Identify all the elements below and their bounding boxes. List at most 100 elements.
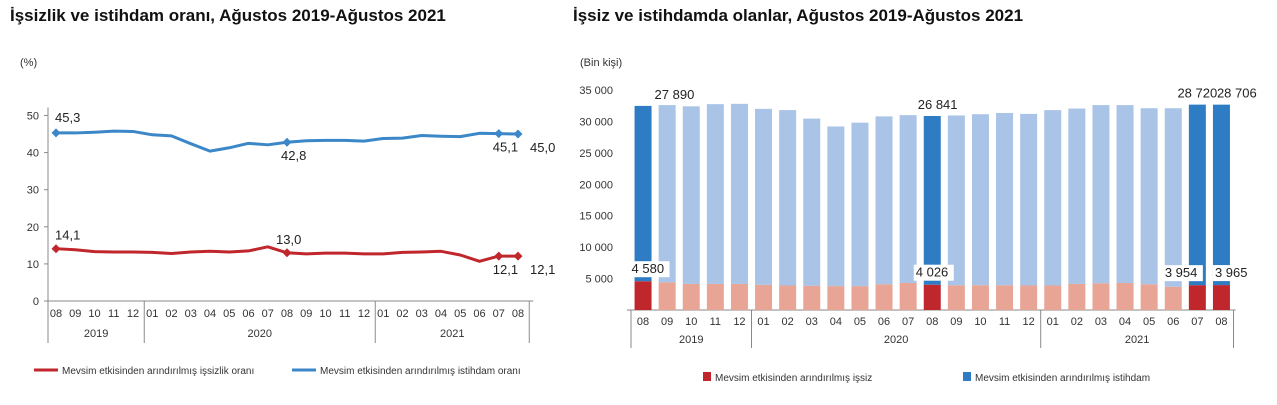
bar-unemployed bbox=[1140, 284, 1158, 310]
x-tick-label: 05 bbox=[454, 308, 466, 320]
bar-employed bbox=[1092, 105, 1110, 284]
data-label-unemployed: 4 026 bbox=[916, 265, 949, 280]
legend-label-employment: Mevsim etkisinden arındırılmış istihdam … bbox=[320, 366, 521, 377]
y-tick-label: 50 bbox=[27, 111, 39, 123]
bar-unemployed bbox=[851, 286, 869, 310]
x-tick-label: 08 bbox=[637, 316, 649, 328]
y-tick-label: 0 bbox=[33, 296, 39, 308]
bar-unemployed bbox=[658, 282, 676, 310]
x-tick-label: 03 bbox=[1095, 316, 1107, 328]
point-marker bbox=[282, 137, 292, 147]
data-label: 13,0 bbox=[276, 232, 301, 247]
bar-unemployed bbox=[803, 285, 821, 310]
bar-employed bbox=[1188, 104, 1206, 286]
y-tick-label: 30 bbox=[27, 185, 39, 197]
x-tick-label: 11 bbox=[339, 308, 350, 320]
bar-unemployed bbox=[971, 285, 989, 310]
x-tick-label: 05 bbox=[223, 308, 235, 320]
data-label-employed: 28 706 bbox=[1217, 86, 1257, 101]
point-marker bbox=[513, 129, 523, 139]
data-label-bg bbox=[629, 261, 670, 278]
bar-unemployed bbox=[1212, 285, 1230, 310]
x-tick-label: 09 bbox=[69, 308, 81, 320]
x-tick-label: 07 bbox=[1191, 316, 1203, 328]
data-label-bg bbox=[1162, 265, 1203, 282]
y-tick-label: 10 000 bbox=[579, 242, 613, 254]
bar-employed bbox=[971, 114, 989, 286]
x-tick-label: 10 bbox=[685, 316, 697, 328]
y-tick-label: 20 000 bbox=[579, 179, 613, 191]
bar-unemployed bbox=[947, 285, 965, 310]
x-tick-label: 10 bbox=[88, 308, 100, 320]
bar-unemployed bbox=[827, 286, 845, 310]
bar-chart-title: İşsiz ve istihdamda olanlar, Ağustos 201… bbox=[573, 6, 1024, 25]
data-label: 45,0 bbox=[530, 140, 555, 155]
y-axis-unit: (%) bbox=[20, 57, 37, 69]
data-label-employed: 26 841 bbox=[918, 97, 958, 112]
x-tick-label: 04 bbox=[204, 308, 216, 320]
y-tick-label: 25 000 bbox=[579, 148, 613, 160]
legend-label-employed: Mevsim etkisinden arındırılmış istihdam bbox=[975, 373, 1150, 384]
bar-employed bbox=[947, 115, 965, 286]
x-tick-label: 03 bbox=[806, 316, 818, 328]
bar-unemployed bbox=[779, 285, 797, 310]
data-label-bg bbox=[913, 264, 954, 281]
bar-unemployed bbox=[996, 285, 1014, 310]
bar-employed bbox=[899, 115, 917, 283]
x-tick-label: 01 bbox=[757, 316, 769, 328]
x-year-label: 2021 bbox=[440, 328, 464, 340]
line-chart-title: İşsizlik ve istihdam oranı, Ağustos 2019… bbox=[10, 6, 446, 25]
bar-unemployed bbox=[923, 284, 941, 310]
bar-employed bbox=[827, 126, 845, 287]
legend-label-unemployment: Mevsim etkisinden arındırılmış işsizlik … bbox=[62, 366, 254, 377]
point-marker bbox=[513, 251, 523, 261]
bar-unemployed bbox=[899, 282, 917, 310]
x-tick-label: 12 bbox=[127, 308, 139, 320]
x-tick-label: 08 bbox=[50, 308, 62, 320]
x-tick-label: 08 bbox=[1215, 316, 1227, 328]
legend-swatch-unemployed bbox=[703, 372, 711, 381]
x-year-label: 2019 bbox=[84, 328, 108, 340]
y-tick-label: 35 000 bbox=[579, 85, 613, 97]
bar-employed bbox=[779, 110, 797, 286]
bar-unemployed bbox=[730, 283, 748, 310]
bar-employed bbox=[755, 108, 773, 285]
data-label-bg bbox=[1212, 265, 1253, 282]
x-tick-label: 12 bbox=[1023, 316, 1035, 328]
data-label-unemployed: 3 954 bbox=[1165, 265, 1198, 280]
bar-employed bbox=[1044, 110, 1062, 286]
legend-swatch-employed bbox=[963, 372, 971, 381]
x-tick-label: 03 bbox=[185, 308, 197, 320]
x-tick-label: 05 bbox=[1143, 316, 1155, 328]
y-tick-label: 20 bbox=[27, 222, 39, 234]
x-tick-label: 09 bbox=[950, 316, 962, 328]
data-label: 12,1 bbox=[493, 262, 518, 277]
data-label-employed: 28 720 bbox=[1177, 86, 1217, 101]
bar-employed bbox=[658, 105, 676, 283]
bar-unemployed bbox=[1164, 286, 1182, 310]
bar-unemployed bbox=[1044, 285, 1062, 310]
point-marker bbox=[494, 251, 504, 261]
bar-employed bbox=[803, 118, 821, 286]
x-tick-label: 11 bbox=[108, 308, 119, 320]
x-tick-label: 02 bbox=[396, 308, 408, 320]
bar-employed bbox=[634, 105, 652, 282]
bar-employed bbox=[1164, 108, 1182, 287]
y-tick-label: 5 000 bbox=[585, 274, 613, 286]
x-tick-label: 06 bbox=[878, 316, 890, 328]
bar-employed bbox=[682, 106, 700, 284]
x-year-label: 2021 bbox=[1125, 334, 1149, 346]
bar-employed bbox=[851, 122, 869, 287]
data-label-unemployed: 3 965 bbox=[1215, 265, 1248, 280]
x-tick-label: 09 bbox=[661, 316, 673, 328]
bar-employed bbox=[730, 103, 748, 284]
point-marker bbox=[51, 128, 61, 138]
x-tick-label: 08 bbox=[281, 308, 293, 320]
bar-unemployed bbox=[1116, 282, 1134, 310]
data-label-unemployed: 4 580 bbox=[632, 261, 665, 276]
data-label: 42,8 bbox=[281, 148, 306, 163]
y-tick-label: 40 bbox=[27, 148, 39, 160]
bar-employed bbox=[996, 112, 1014, 286]
bar-employed bbox=[1116, 105, 1134, 283]
bar-unemployed bbox=[634, 281, 652, 310]
